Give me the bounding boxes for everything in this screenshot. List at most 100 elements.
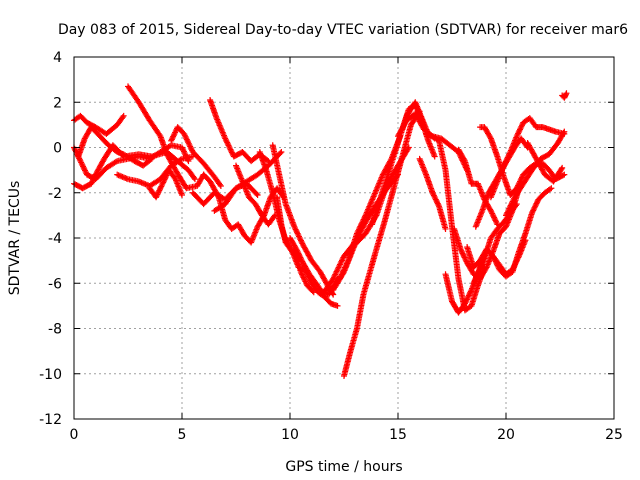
data-point: [78, 160, 85, 167]
data-point: [155, 190, 162, 197]
data-point: [154, 191, 161, 198]
data-point: [514, 257, 521, 264]
data-point: [357, 223, 364, 230]
series-arc-31: [464, 185, 555, 280]
data-point: [457, 246, 464, 253]
data-point: [510, 263, 517, 270]
chart-title: Day 083 of 2015, Sidereal Day-to-day VTE…: [58, 22, 628, 38]
data-point: [501, 161, 508, 168]
data-point: [561, 171, 568, 178]
series-arc-26: [416, 155, 449, 232]
series-arc-8: [168, 124, 224, 189]
data-point: [517, 126, 524, 133]
data-point: [301, 277, 308, 284]
data-point: [215, 192, 221, 199]
data-point: [299, 271, 306, 278]
y-tick-label: -8: [48, 322, 62, 338]
data-point: [227, 146, 234, 153]
grid: [74, 57, 614, 419]
data-point: [119, 114, 126, 121]
data-point: [517, 125, 524, 132]
data-point: [183, 136, 190, 143]
data-point: [489, 210, 496, 217]
y-tick-label: -2: [48, 186, 62, 202]
data-point: [224, 141, 231, 148]
data-point: [157, 184, 164, 191]
data-point: [170, 133, 177, 140]
series-arc-11: [207, 96, 272, 165]
data-point: [522, 237, 529, 244]
data-point: [508, 199, 515, 206]
y-tick-label: -6: [48, 276, 62, 292]
data-point: [309, 288, 316, 295]
data-point: [458, 249, 465, 256]
data-point: [82, 168, 89, 175]
data-point: [490, 213, 497, 220]
data-point: [158, 182, 165, 189]
data-point: [299, 240, 306, 247]
data-point: [160, 177, 167, 184]
data-point: [225, 142, 232, 149]
data-point: [80, 163, 87, 170]
x-tick-label: 5: [178, 427, 187, 443]
data-point: [467, 288, 474, 295]
data-point: [297, 236, 304, 243]
data-point: [177, 156, 184, 163]
data-point: [291, 223, 298, 230]
data-point: [179, 144, 185, 151]
data-point: [338, 272, 345, 279]
data-point: [466, 291, 473, 298]
data-point: [460, 253, 467, 260]
data-point: [548, 185, 555, 192]
data-point: [226, 145, 233, 152]
data-point: [530, 207, 537, 214]
data-point: [82, 167, 89, 174]
data-point: [298, 270, 305, 277]
series-arc-37: [524, 139, 566, 185]
data-point: [493, 220, 500, 227]
data-point: [253, 190, 260, 197]
data-point: [431, 193, 438, 200]
y-tick-label: 0: [53, 141, 62, 157]
data-point: [185, 140, 192, 147]
data-point: [169, 134, 176, 141]
data-point: [560, 129, 567, 136]
data-point: [155, 188, 162, 195]
data-point: [343, 261, 350, 268]
data-point: [344, 259, 351, 266]
data-point: [357, 222, 364, 229]
y-axis-label: SDTVAR / TECUs: [7, 181, 23, 296]
data-point: [458, 247, 465, 254]
data-point: [161, 176, 168, 183]
y-tick-label: 2: [53, 95, 62, 111]
data-point: [188, 146, 195, 153]
data-point: [512, 259, 519, 266]
data-point: [515, 130, 522, 137]
data-point: [297, 254, 304, 261]
data-point: [168, 136, 175, 143]
data-point: [181, 132, 188, 139]
data-point: [181, 149, 188, 156]
data-point: [504, 208, 511, 215]
data-point: [431, 153, 438, 160]
data-point: [162, 173, 169, 180]
data-point: [464, 295, 471, 302]
data-point: [179, 145, 186, 152]
data-point: [76, 156, 83, 163]
data-point: [72, 147, 79, 154]
data-point: [503, 210, 510, 217]
data-point: [360, 216, 367, 223]
data-point: [297, 237, 304, 244]
data-point: [511, 262, 518, 269]
data-point: [482, 265, 489, 272]
data-point: [277, 150, 284, 157]
data-point: [168, 137, 175, 144]
data-point: [560, 172, 567, 179]
data-point: [185, 139, 192, 146]
data-point: [461, 254, 468, 261]
data-point: [510, 197, 517, 204]
data-point: [433, 197, 440, 204]
series-arc-23: [369, 99, 438, 228]
data-point: [514, 255, 521, 262]
data-point: [515, 254, 522, 261]
